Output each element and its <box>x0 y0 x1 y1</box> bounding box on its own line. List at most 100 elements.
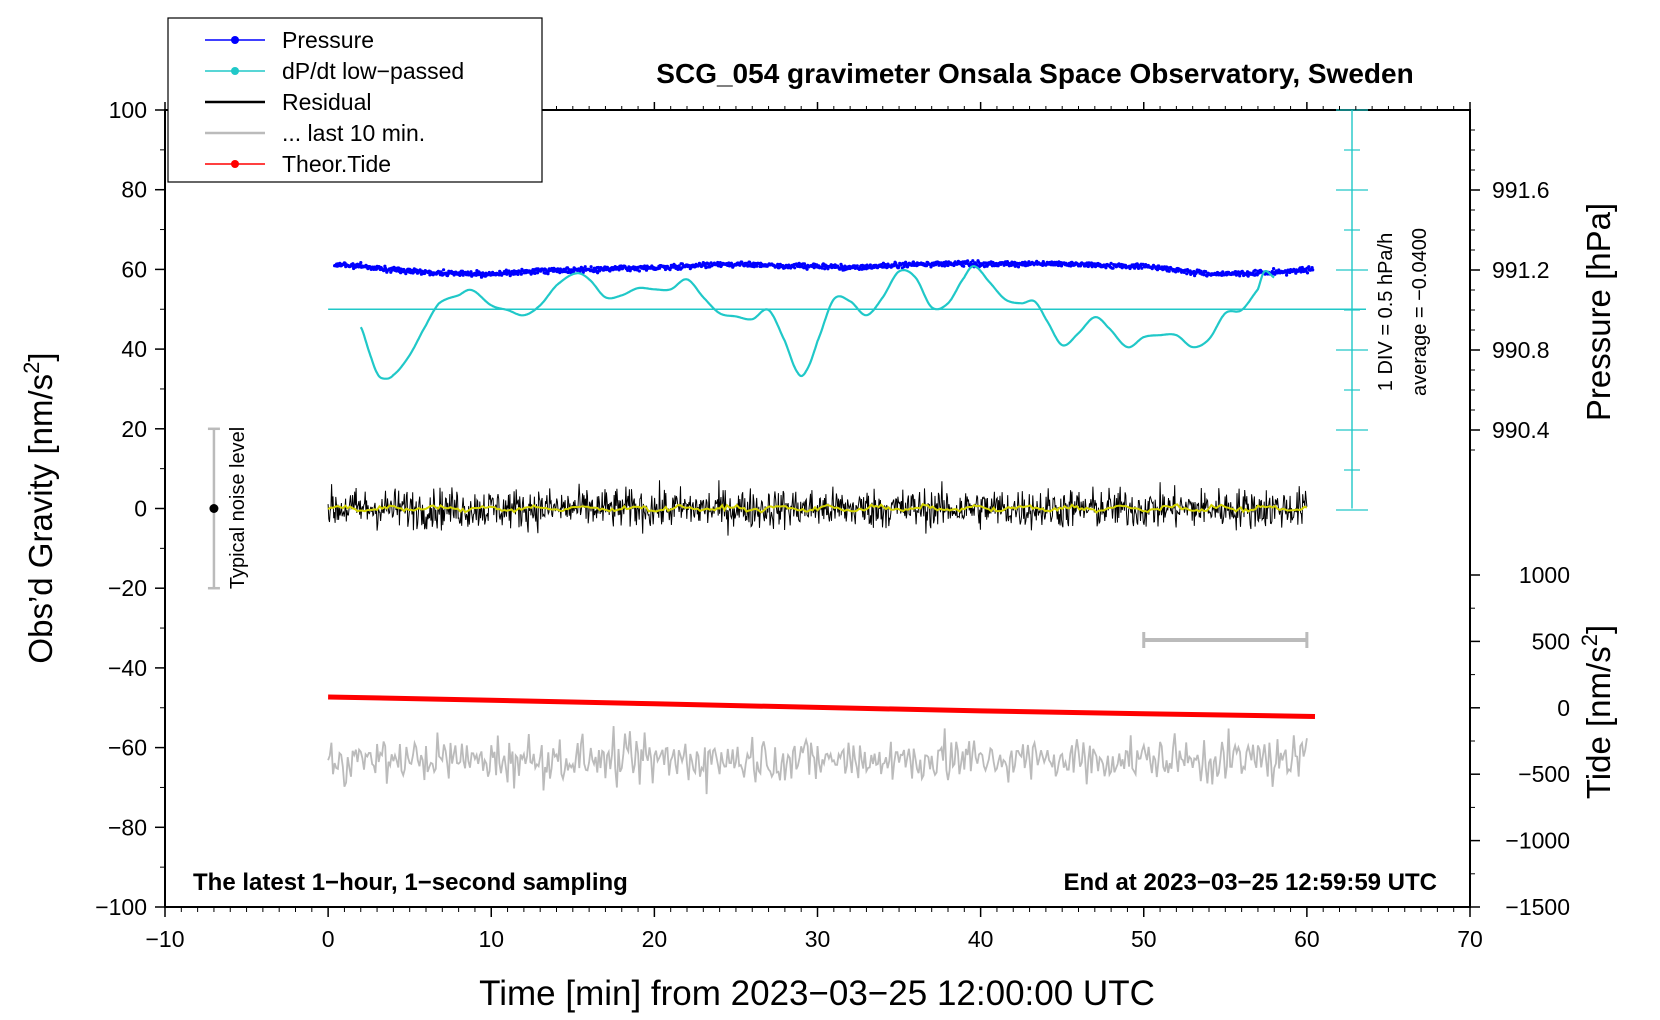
pressure-point <box>1016 265 1021 269</box>
y-tick-label: −80 <box>108 814 147 840</box>
pressure-point <box>1078 264 1083 268</box>
chart-title: SCG_054 gravimeter Onsala Space Observat… <box>656 58 1413 89</box>
pressure-point <box>338 261 342 265</box>
x-tick-label: −10 <box>145 926 184 952</box>
residual-line <box>327 480 1308 536</box>
pressure-point <box>718 261 722 265</box>
sampling-note: The latest 1−hour, 1−second sampling <box>193 869 628 896</box>
pressure-point <box>820 266 824 270</box>
tide-tick-label: 500 <box>1532 628 1570 654</box>
pressure-point <box>943 264 947 268</box>
legend-label: Theor.Tide <box>282 151 391 177</box>
pressure-point <box>1204 270 1208 274</box>
noise-center-dot <box>209 504 219 513</box>
pressure-axis-label: Pressure [hPa] <box>1580 203 1617 421</box>
dpdt-series <box>328 109 1368 511</box>
x-tick-label: 0 <box>322 926 335 952</box>
pressure-point <box>589 265 593 269</box>
pressure-tick-label: 991.2 <box>1492 257 1550 283</box>
pressure-point <box>984 261 988 265</box>
x-tick-label: 30 <box>805 926 831 952</box>
x-tick-label: 70 <box>1457 926 1483 952</box>
pressure-point <box>793 266 797 270</box>
x-tick-label: 60 <box>1294 926 1320 952</box>
tide-line <box>328 694 1316 719</box>
residual-series <box>327 480 1308 536</box>
pressure-point <box>359 261 363 265</box>
pressure-point <box>802 262 807 266</box>
y-tick-label: −20 <box>108 575 147 601</box>
pressure-point <box>1300 265 1304 270</box>
pressure-point <box>516 272 520 276</box>
pressure-tick-label: 990.8 <box>1492 337 1550 363</box>
x-tick-label: 20 <box>642 926 668 952</box>
legend-label: Residual <box>282 89 372 115</box>
legend-marker <box>231 160 239 168</box>
pressure-point <box>608 269 612 273</box>
y-tick-label: 100 <box>109 97 147 123</box>
x-tick-label: 50 <box>1131 926 1157 952</box>
pressure-point <box>1174 270 1178 274</box>
legend-marker <box>231 67 239 75</box>
pressure-point <box>971 259 975 263</box>
pressure-point <box>519 272 523 276</box>
tide-tick-label: −1500 <box>1505 894 1570 920</box>
legend: Pressure dP/dt low−passed Residual ... last… <box>167 17 543 183</box>
y-tick-label: −40 <box>108 655 147 681</box>
pressure-point <box>1285 273 1289 277</box>
pressure-point <box>1307 265 1311 269</box>
pressure-point <box>1104 266 1108 270</box>
pressure-point <box>706 262 711 266</box>
pressure-point <box>902 265 906 269</box>
pressure-point <box>442 268 446 272</box>
legend-label: ... last 10 min. <box>282 120 425 146</box>
legend-marker <box>231 36 239 44</box>
y-axis-label: Obs’d Gravity [nm/s2] <box>19 352 59 663</box>
y-tick-label: 60 <box>121 256 147 282</box>
residual-last10-series <box>327 632 1309 795</box>
x-tick-label: 10 <box>478 926 504 952</box>
pressure-point <box>469 270 473 274</box>
y-tick-label: 20 <box>121 416 147 442</box>
last10-line <box>327 726 1308 795</box>
pressure-point <box>1221 270 1225 274</box>
tide-tick-label: 1000 <box>1519 562 1570 588</box>
dpdt-average-label: average = −0.0400 <box>1409 228 1431 396</box>
residual-smoothed-line <box>327 502 1308 514</box>
y-tick-label: 0 <box>134 496 147 522</box>
pressure-point <box>583 265 587 269</box>
pressure-point <box>1140 266 1144 270</box>
theoretical-tide-series <box>328 694 1316 719</box>
pressure-point <box>658 266 662 270</box>
pressure-point <box>546 272 550 276</box>
legend-label: dP/dt low−passed <box>282 58 464 84</box>
pressure-series <box>333 259 1315 279</box>
pressure-point <box>504 268 508 272</box>
tide-tick-label: 0 <box>1557 695 1570 721</box>
noise-indicator <box>207 427 220 590</box>
pressure-point <box>962 264 966 268</box>
pressure-point <box>637 269 642 273</box>
pressure-point <box>536 271 540 275</box>
pressure-point <box>855 264 859 268</box>
pressure-point <box>1111 266 1115 270</box>
y-tick-label: 80 <box>121 177 147 203</box>
pressure-point <box>533 271 537 275</box>
pressure-point <box>1167 269 1171 273</box>
pressure-point <box>1202 273 1206 277</box>
end-time-note: End at 2023−03−25 12:59:59 UTC <box>1063 869 1437 896</box>
pressure-point <box>1109 261 1113 265</box>
x-axis-label: Time [min] from 2023−03−25 12:00:00 UTC <box>479 974 1155 1013</box>
axes: −10 0 10 20 30 40 50 60 70100806040200−20−40−60−… <box>95 97 1570 952</box>
pressure-point <box>1311 268 1315 272</box>
pressure-point <box>1253 268 1257 272</box>
pressure-point <box>479 275 484 279</box>
tide-tick-label: −1000 <box>1505 828 1570 854</box>
dpdt-scale-label: 1 DIV = 0.5 hPa/h <box>1375 233 1397 391</box>
pressure-point <box>868 263 873 267</box>
pressure-tick-label: 991.6 <box>1492 177 1550 203</box>
noise-label: Typical noise level <box>227 427 249 589</box>
pressure-point <box>966 259 970 263</box>
pressure-point <box>755 264 759 268</box>
